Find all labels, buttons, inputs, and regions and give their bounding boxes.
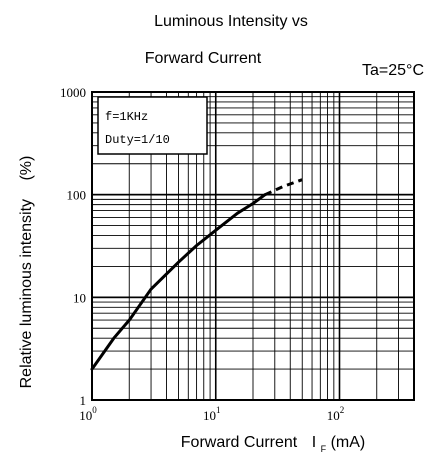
series-line-solid xyxy=(90,193,267,371)
y-tick-labels: 1 10 100 1000 xyxy=(60,85,86,408)
x-tick-label: 100 xyxy=(79,405,97,423)
legend-box xyxy=(97,96,208,155)
legend-frequency: f=1KHz xyxy=(105,110,148,124)
chart-title-line-1: Luminous Intensity vs xyxy=(154,13,308,30)
x-tick-exponent: 1 xyxy=(216,405,221,415)
x-tick-base: 10 xyxy=(203,408,216,423)
y-tick-label: 1000 xyxy=(60,85,86,100)
x-tick-label: 101 xyxy=(203,405,221,423)
chart-title-line-2: Forward Current xyxy=(145,50,262,67)
x-axis-subscript: F xyxy=(321,444,327,454)
series-line-dashed xyxy=(264,178,303,197)
legend: f=1KHz Duty=1/10 xyxy=(97,96,208,155)
legend-duty: Duty=1/10 xyxy=(105,133,170,147)
x-axis-symbol: I xyxy=(312,434,316,451)
x-axis-label-text: Forward Current xyxy=(181,434,298,451)
y-axis-label-text: Relative luminous intensity xyxy=(18,199,35,388)
x-axis-label: Forward Current I F (mA) xyxy=(181,434,365,454)
y-axis-label: Relative luminous intensity (%) xyxy=(18,156,35,389)
y-tick-label: 10 xyxy=(73,290,86,305)
x-tick-exponent: 0 xyxy=(92,405,97,415)
y-tick-label: 1 xyxy=(80,393,87,408)
y-tick-label: 100 xyxy=(67,188,87,203)
x-tick-label: 102 xyxy=(327,405,345,423)
x-axis-unit: (mA) xyxy=(331,434,366,451)
x-tick-exponent: 2 xyxy=(340,405,345,415)
x-tick-base: 10 xyxy=(79,408,92,423)
series-layer xyxy=(90,178,303,371)
y-axis-unit: (%) xyxy=(18,156,35,181)
plot-frame xyxy=(91,91,415,401)
x-tick-base: 10 xyxy=(327,408,340,423)
temperature-condition: Ta=25°C xyxy=(362,62,424,79)
x-tick-labels: 100 101 102 xyxy=(79,405,344,423)
